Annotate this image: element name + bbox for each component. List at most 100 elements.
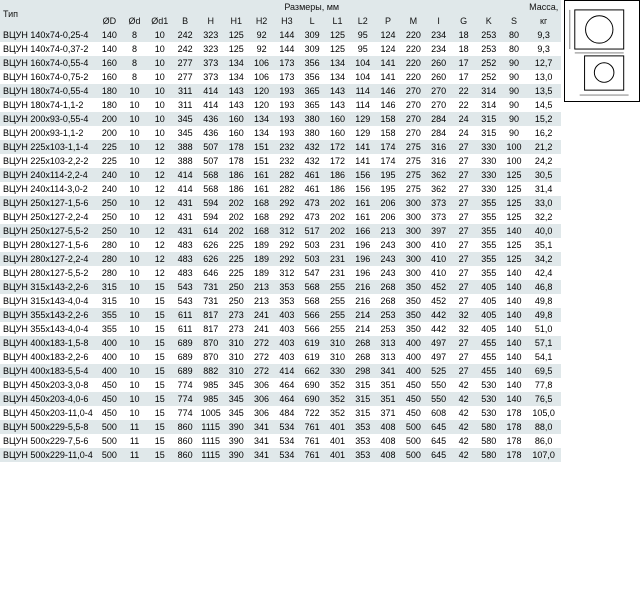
cell-value: 15 (147, 308, 172, 322)
cell-mass: 30,5 (527, 168, 561, 182)
cell-value: 275 (401, 168, 426, 182)
col-G: G (451, 14, 476, 28)
cell-value: 120 (249, 84, 274, 98)
cell-value: 761 (300, 434, 325, 448)
cell-value: 10 (147, 42, 172, 56)
cell-value: 309 (300, 28, 325, 42)
cell-value: 517 (300, 224, 325, 238)
cell-type: ВЦУН 450х203-4,0-6 (0, 392, 97, 406)
col-H3: H3 (274, 14, 299, 28)
cell-value: 373 (426, 196, 451, 210)
cell-value: 27 (451, 140, 476, 154)
cell-value: 525 (426, 364, 451, 378)
cell-value: 143 (224, 84, 249, 98)
cell-value: 497 (426, 350, 451, 364)
cell-value: 151 (249, 154, 274, 168)
table-row: ВЦУН 280х127-2,2-42801012483626225189292… (0, 252, 561, 266)
cell-value: 403 (274, 336, 299, 350)
cell-value: 250 (224, 294, 249, 308)
cell-type: ВЦУН 450х203-3,0-8 (0, 378, 97, 392)
cell-value: 140 (501, 294, 526, 308)
table-row: ВЦУН 250х127-1,5-62501012431594202168292… (0, 196, 561, 210)
cell-value: 690 (300, 378, 325, 392)
cell-value: 353 (274, 294, 299, 308)
col-H: H (198, 14, 224, 28)
cell-value: 129 (350, 112, 375, 126)
cell-value: 500 (97, 434, 122, 448)
cell-value: 42 (451, 392, 476, 406)
cell-value: 125 (501, 238, 526, 252)
cell-value: 92 (249, 28, 274, 42)
cell-value: 225 (97, 140, 122, 154)
cell-value: 431 (173, 196, 198, 210)
cell-value: 292 (274, 210, 299, 224)
cell-value: 253 (476, 42, 501, 56)
table-row: ВЦУН 225х103-2,2-22251012388507178151232… (0, 154, 561, 168)
cell-type: ВЦУН 250х127-1,5-6 (0, 196, 97, 210)
cell-value: 255 (325, 322, 350, 336)
cell-value: 17 (451, 70, 476, 84)
cell-value: 27 (451, 210, 476, 224)
cell-value: 124 (375, 42, 400, 56)
col-P: P (375, 14, 400, 28)
cell-value: 310 (224, 364, 249, 378)
cell-value: 268 (350, 336, 375, 350)
cell-value: 189 (249, 252, 274, 266)
cell-value: 483 (173, 238, 198, 252)
cell-value: 985 (198, 378, 224, 392)
cell-type: ВЦУН 200х93-0,55-4 (0, 112, 97, 126)
cell-value: 10 (122, 210, 147, 224)
cell-value: 27 (451, 336, 476, 350)
cell-mass: 9,3 (527, 42, 561, 56)
cell-value: 161 (350, 210, 375, 224)
cell-value: 140 (501, 266, 526, 280)
cell-value: 196 (350, 252, 375, 266)
cell-value: 300 (401, 266, 426, 280)
cell-value: 174 (375, 140, 400, 154)
cell-value: 42 (451, 420, 476, 434)
table-row: ВЦУН 240х114-3,0-22401012414568186161282… (0, 182, 561, 196)
cell-value: 268 (375, 294, 400, 308)
cell-value: 351 (375, 392, 400, 406)
cell-value: 282 (274, 182, 299, 196)
col-L: L (300, 14, 325, 28)
cell-value: 186 (325, 182, 350, 196)
cell-value: 10 (147, 98, 172, 112)
cell-value: 497 (426, 336, 451, 350)
cell-value: 484 (274, 406, 299, 420)
cell-value: 186 (224, 168, 249, 182)
cell-value: 134 (325, 70, 350, 84)
cell-value: 580 (476, 448, 501, 462)
cell-value: 10 (122, 98, 147, 112)
cell-value: 408 (375, 448, 400, 462)
cell-value: 353 (350, 434, 375, 448)
cell-value: 10 (122, 238, 147, 252)
cell-value: 10 (122, 224, 147, 238)
cell-value: 242 (173, 42, 198, 56)
cell-value: 255 (325, 280, 350, 294)
cell-type: ВЦУН 450х203-11,0-4 (0, 406, 97, 420)
cell-value: 345 (224, 378, 249, 392)
cell-value: 140 (97, 28, 122, 42)
table-row: ВЦУН 355х143-4,0-43551015611817273241403… (0, 322, 561, 336)
cell-value: 689 (173, 364, 198, 378)
cell-type: ВЦУН 160х74-0,55-4 (0, 56, 97, 70)
cell-value: 202 (325, 196, 350, 210)
cell-value: 140 (501, 224, 526, 238)
cell-value: 17 (451, 56, 476, 70)
cell-value: 410 (426, 266, 451, 280)
cell-value: 626 (198, 238, 224, 252)
cell-value: 280 (97, 238, 122, 252)
cell-value: 220 (401, 42, 426, 56)
cell-value: 10 (122, 112, 147, 126)
cell-value: 400 (401, 350, 426, 364)
table-row: ВЦУН 180х74-1,1-218010103114141431201933… (0, 98, 561, 112)
col-mass-unit: кг (527, 14, 561, 28)
cell-value: 125 (325, 42, 350, 56)
cell-value: 284 (426, 126, 451, 140)
cell-value: 15 (147, 406, 172, 420)
cell-mass: 76,5 (527, 392, 561, 406)
cell-value: 315 (350, 406, 375, 420)
cell-value: 10 (122, 140, 147, 154)
cell-value: 160 (325, 126, 350, 140)
